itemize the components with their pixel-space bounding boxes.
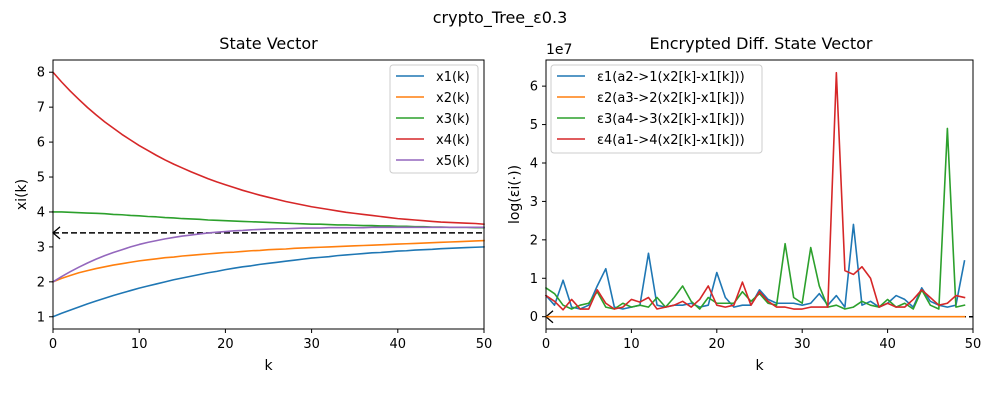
y-tick-label: 5 — [530, 118, 538, 133]
x-tick-label: 40 — [879, 337, 896, 352]
legend-frame — [389, 64, 479, 174]
state-vector-chart: State Vector 0 10 20 30 40 50 1 2 3 4 5 6 7 8 k xi(k)… — [14, 34, 492, 374]
legend-label: ε2(a3->2(x2[k]-x1[k])) — [597, 91, 745, 106]
legend-label: x4(k) — [436, 133, 470, 148]
tick-layer: 0 10 20 30 40 50 0 1 2 3 4 5 6 — [530, 80, 982, 352]
x-axis-label: k — [755, 358, 764, 374]
legend: x1(k) x2(k) x3(k) x4(k) x5(k) — [389, 64, 479, 174]
x-tick-label: 20 — [709, 337, 726, 352]
legend: ε1(a2->1(x2[k]-x1[k])) ε2(a3->2(x2[k]-x1… — [550, 64, 763, 154]
y-tick-label: 1 — [37, 310, 45, 325]
y-tick-label: 6 — [530, 80, 538, 95]
x-tick-label: 10 — [623, 337, 640, 352]
legend-frame — [550, 64, 763, 154]
tick-layer: 0 10 20 30 40 50 1 2 3 4 5 6 7 8 — [37, 66, 493, 352]
y-tick-label: 2 — [37, 275, 45, 290]
plot-frame — [545, 59, 974, 330]
legend-label: ε1(a2->1(x2[k]-x1[k])) — [597, 70, 745, 85]
chart-title: State Vector — [219, 34, 318, 53]
series-line — [51, 226, 485, 283]
x-tick-label: 0 — [542, 337, 550, 352]
figure-title: crypto_Tree_ε0.3 — [433, 8, 568, 28]
plot-frame — [52, 59, 485, 330]
axis-offset-text: 1e7 — [546, 42, 572, 58]
y-tick-label: 3 — [37, 240, 45, 255]
chart-title: Encrypted Diff. State Vector — [650, 34, 873, 53]
y-tick-label: 4 — [530, 156, 538, 171]
series-line — [51, 246, 485, 318]
series-line — [51, 71, 485, 226]
legend-label: x3(k) — [436, 112, 470, 127]
y-tick-label: 4 — [37, 205, 45, 220]
y-tick-label: 0 — [530, 310, 538, 325]
encrypted-diff-chart: Encrypted Diff. State Vector 1e7 0 10 20 30… — [507, 34, 981, 374]
x-tick-label: 30 — [303, 337, 320, 352]
legend-label: x2(k) — [436, 91, 470, 106]
y-axis-label: xi(k) — [14, 179, 30, 210]
series-layer — [51, 71, 485, 318]
series-layer — [544, 71, 966, 318]
x-tick-label: 40 — [390, 337, 407, 352]
series-line — [51, 239, 485, 283]
x-tick-label: 50 — [965, 337, 982, 352]
y-tick-label: 8 — [37, 66, 45, 81]
x-axis-label: k — [264, 358, 273, 374]
legend-label: x1(k) — [436, 70, 470, 85]
y-tick-label: 3 — [530, 195, 538, 210]
y-tick-label: 5 — [37, 171, 45, 186]
x-tick-label: 0 — [49, 337, 57, 352]
legend-label: ε4(a1->4(x2[k]-x1[k])) — [597, 133, 745, 148]
series-line — [52, 211, 485, 229]
x-tick-label: 30 — [794, 337, 811, 352]
y-tick-label: 2 — [530, 233, 538, 248]
series-line — [544, 71, 966, 311]
series-line — [544, 223, 966, 310]
x-tick-label: 20 — [217, 337, 234, 352]
y-tick-label: 7 — [37, 101, 45, 116]
x-tick-label: 50 — [476, 337, 493, 352]
y-tick-label: 1 — [530, 272, 538, 287]
y-axis-label: log(εi(·)) — [507, 165, 523, 224]
legend-label: ε3(a4->3(x2[k]-x1[k])) — [597, 112, 745, 127]
x-tick-label: 10 — [131, 337, 148, 352]
y-tick-label: 6 — [37, 136, 45, 151]
legend-label: x5(k) — [436, 154, 470, 169]
